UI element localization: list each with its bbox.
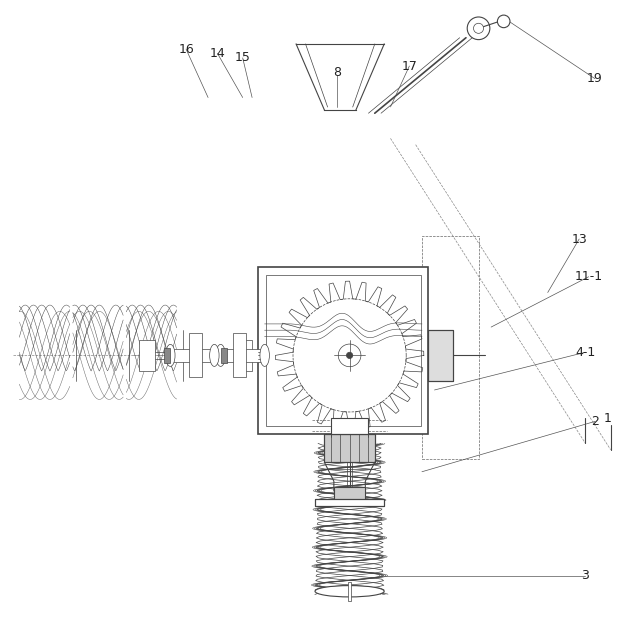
Ellipse shape — [315, 586, 384, 597]
Ellipse shape — [210, 345, 219, 366]
Text: 4-1: 4-1 — [575, 346, 595, 359]
Text: 17: 17 — [401, 60, 417, 72]
Ellipse shape — [216, 345, 226, 366]
Bar — [220, 348, 227, 363]
Bar — [315, 499, 384, 506]
Circle shape — [338, 344, 361, 367]
Bar — [331, 418, 369, 434]
Bar — [422, 236, 479, 459]
Circle shape — [474, 23, 484, 33]
Bar — [173, 349, 217, 362]
Ellipse shape — [260, 345, 270, 366]
Bar — [233, 333, 246, 377]
Text: 15: 15 — [235, 52, 251, 64]
Text: 19: 19 — [587, 72, 603, 85]
Bar — [217, 349, 261, 362]
Ellipse shape — [166, 345, 175, 366]
Bar — [428, 330, 454, 381]
Bar — [189, 333, 202, 377]
Text: 14: 14 — [210, 47, 226, 60]
Text: 16: 16 — [178, 43, 194, 55]
Text: 13: 13 — [571, 233, 587, 245]
Text: 11-1: 11-1 — [575, 270, 603, 283]
Circle shape — [346, 352, 353, 359]
Text: 8: 8 — [333, 66, 341, 79]
Text: 3: 3 — [581, 569, 590, 582]
Bar — [266, 275, 421, 426]
Bar — [324, 434, 375, 462]
Bar — [428, 330, 454, 381]
Bar — [348, 582, 352, 601]
Bar — [258, 267, 428, 434]
Bar — [334, 487, 365, 503]
Text: 2: 2 — [591, 415, 599, 428]
Bar — [324, 434, 375, 462]
Circle shape — [498, 15, 510, 28]
Circle shape — [467, 17, 490, 40]
Bar — [315, 499, 384, 506]
Bar — [236, 340, 252, 371]
Bar — [139, 340, 154, 371]
Bar — [164, 348, 170, 363]
Text: 1: 1 — [604, 412, 612, 425]
